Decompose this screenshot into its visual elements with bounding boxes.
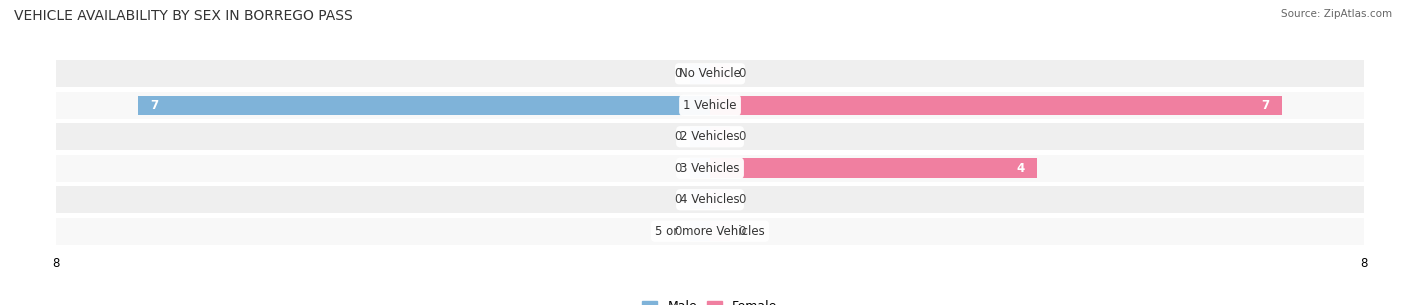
Text: Source: ZipAtlas.com: Source: ZipAtlas.com bbox=[1281, 9, 1392, 19]
Text: 4 Vehicles: 4 Vehicles bbox=[681, 193, 740, 206]
Text: 0: 0 bbox=[738, 130, 747, 143]
Text: 7: 7 bbox=[1261, 99, 1270, 112]
Text: 4: 4 bbox=[1017, 162, 1025, 175]
Text: 0: 0 bbox=[673, 193, 682, 206]
Text: 0: 0 bbox=[673, 67, 682, 80]
Bar bbox=[56, 218, 1364, 245]
Bar bbox=[710, 221, 731, 241]
Text: 0: 0 bbox=[738, 225, 747, 238]
Bar bbox=[710, 64, 731, 84]
Bar bbox=[689, 64, 710, 84]
Bar bbox=[56, 186, 1364, 213]
Text: 0: 0 bbox=[673, 162, 682, 175]
Text: 0: 0 bbox=[673, 130, 682, 143]
Text: 2 Vehicles: 2 Vehicles bbox=[681, 130, 740, 143]
Text: 0: 0 bbox=[738, 193, 747, 206]
Bar bbox=[689, 190, 710, 210]
Bar bbox=[56, 124, 1364, 150]
Bar bbox=[710, 127, 731, 146]
Text: 1 Vehicle: 1 Vehicle bbox=[683, 99, 737, 112]
Text: 0: 0 bbox=[738, 67, 747, 80]
Bar bbox=[138, 95, 710, 115]
Text: VEHICLE AVAILABILITY BY SEX IN BORREGO PASS: VEHICLE AVAILABILITY BY SEX IN BORREGO P… bbox=[14, 9, 353, 23]
Text: 3 Vehicles: 3 Vehicles bbox=[681, 162, 740, 175]
Bar bbox=[710, 190, 731, 210]
Text: 0: 0 bbox=[673, 225, 682, 238]
Bar bbox=[710, 95, 1282, 115]
Text: 7: 7 bbox=[150, 99, 159, 112]
Text: 5 or more Vehicles: 5 or more Vehicles bbox=[655, 225, 765, 238]
Bar bbox=[710, 159, 1038, 178]
Bar bbox=[689, 221, 710, 241]
Bar bbox=[689, 127, 710, 146]
Bar bbox=[689, 159, 710, 178]
Bar bbox=[56, 155, 1364, 181]
Text: No Vehicle: No Vehicle bbox=[679, 67, 741, 80]
Legend: Male, Female: Male, Female bbox=[637, 295, 783, 305]
Bar bbox=[56, 60, 1364, 87]
Bar bbox=[56, 92, 1364, 119]
